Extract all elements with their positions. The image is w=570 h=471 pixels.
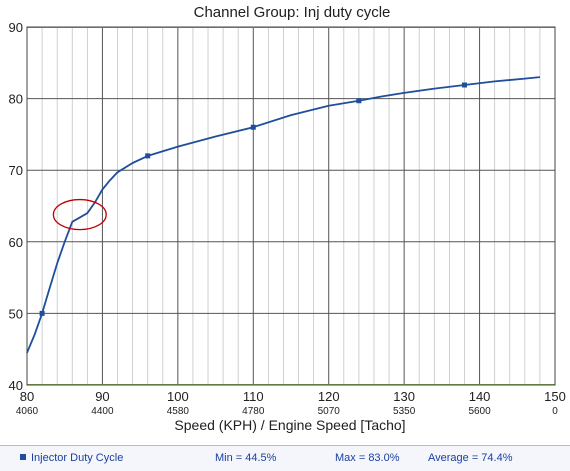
grid: [27, 27, 555, 385]
y-tick-label: 50: [9, 306, 23, 321]
x-secondary-tick-label: 4780: [242, 406, 265, 417]
x-secondary-tick-label: 5600: [468, 406, 491, 417]
x-axis-label: Speed (KPH) / Engine Speed [Tacho]: [174, 417, 405, 433]
x-tick-label: 120: [318, 389, 340, 404]
annotation-layer: [52, 198, 107, 231]
x-secondary-tick-label: 5350: [393, 406, 416, 417]
x-tick-label: 90: [95, 389, 109, 404]
x-secondary-tick-label: 4580: [167, 406, 190, 417]
x-tick-label: 130: [393, 389, 415, 404]
series-layer: [26, 76, 540, 354]
series-marker: [39, 310, 45, 316]
x-axis: 80 4060 90 4400 100 4580 110 4780 120 5070 130 5350…: [16, 389, 566, 417]
x-tick-label: 140: [469, 389, 491, 404]
legend-series[interactable]: Injector Duty Cycle: [20, 452, 123, 464]
y-tick-label: 80: [9, 92, 23, 107]
legend-series-marker: [20, 454, 26, 461]
legend-max: Max = 83.0%: [335, 452, 400, 464]
x-tick-label: 80: [20, 389, 34, 404]
x-tick-label: 150: [544, 389, 566, 404]
highlight-ellipse: [52, 198, 107, 231]
x-secondary-tick-label: 4060: [16, 406, 39, 417]
series-marker: [145, 153, 151, 159]
legend-average: Average = 74.4%: [428, 452, 513, 464]
series-marker: [356, 98, 362, 104]
y-tick-label: 90: [9, 20, 23, 35]
legend-min: Min = 44.5%: [215, 452, 277, 464]
y-tick-label: 60: [9, 235, 23, 250]
y-axis: 40 50 60 70 80 90: [9, 20, 23, 393]
series-marker: [461, 82, 467, 88]
y-tick-label: 40: [9, 378, 23, 393]
x-secondary-tick-label: 4400: [91, 406, 114, 417]
legend: Injector Duty Cycle Min = 44.5% Max = 83…: [0, 445, 570, 471]
x-secondary-tick-label: 5070: [318, 406, 341, 417]
series-marker: [250, 124, 256, 130]
x-secondary-tick-label: 0: [552, 406, 558, 417]
chart-title: Channel Group: Inj duty cycle: [194, 4, 391, 21]
x-tick-label: 110: [243, 389, 264, 404]
legend-series-label: Injector Duty Cycle: [31, 452, 124, 464]
y-tick-label: 70: [9, 163, 23, 178]
plot-frame: [26, 26, 556, 386]
x-tick-label: 100: [167, 389, 189, 404]
